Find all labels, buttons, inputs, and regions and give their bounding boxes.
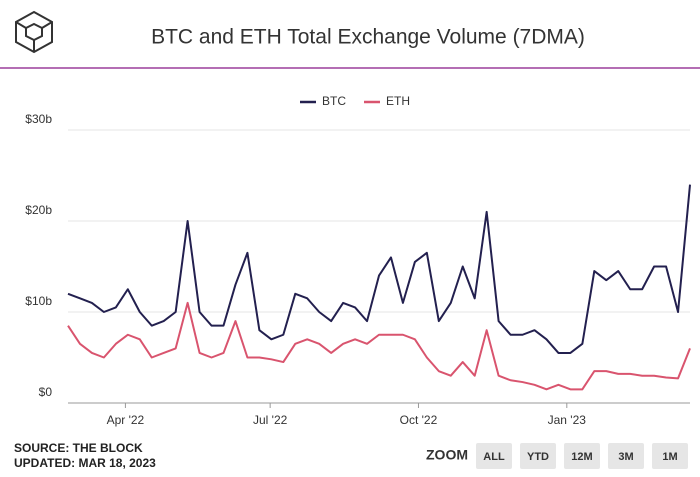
legend-label: ETH [386, 94, 410, 108]
zoom-button-label[interactable]: YTD [527, 451, 549, 463]
x-tick-label: Jul '22 [253, 413, 288, 427]
x-tick-label: Jan '23 [548, 413, 587, 427]
zoom-button[interactable] [564, 443, 600, 469]
y-tick-label: $10b [25, 294, 52, 308]
y-tick-label: $0 [39, 385, 53, 399]
source: SOURCE: THE BLOCK [14, 441, 143, 455]
zoom-button-label[interactable]: 1M [662, 451, 677, 463]
y-tick-label: $20b [25, 203, 52, 217]
updated: UPDATED: MAR 18, 2023 [14, 456, 156, 470]
logo [15, 10, 53, 54]
zoom-button-label[interactable]: ALL [483, 451, 505, 463]
zoom-button-label[interactable]: 3M [618, 451, 633, 463]
legend-label: BTC [322, 94, 346, 108]
zoom-button[interactable] [520, 443, 556, 469]
zoom-label: ZOOM [426, 447, 468, 463]
zoom-button[interactable] [476, 443, 512, 469]
x-tick-label: Oct '22 [400, 413, 438, 427]
zoom-button-label[interactable]: 12M [571, 451, 592, 463]
zoom-button[interactable] [652, 443, 688, 469]
y-tick-label: $30b [25, 112, 52, 126]
chart-title: BTC and ETH Total Exchange Volume (7DMA) [151, 26, 585, 49]
zoom-button[interactable] [608, 443, 644, 469]
series-line [67, 301, 691, 391]
x-tick-label: Apr '22 [107, 413, 145, 427]
series-line [67, 184, 691, 354]
